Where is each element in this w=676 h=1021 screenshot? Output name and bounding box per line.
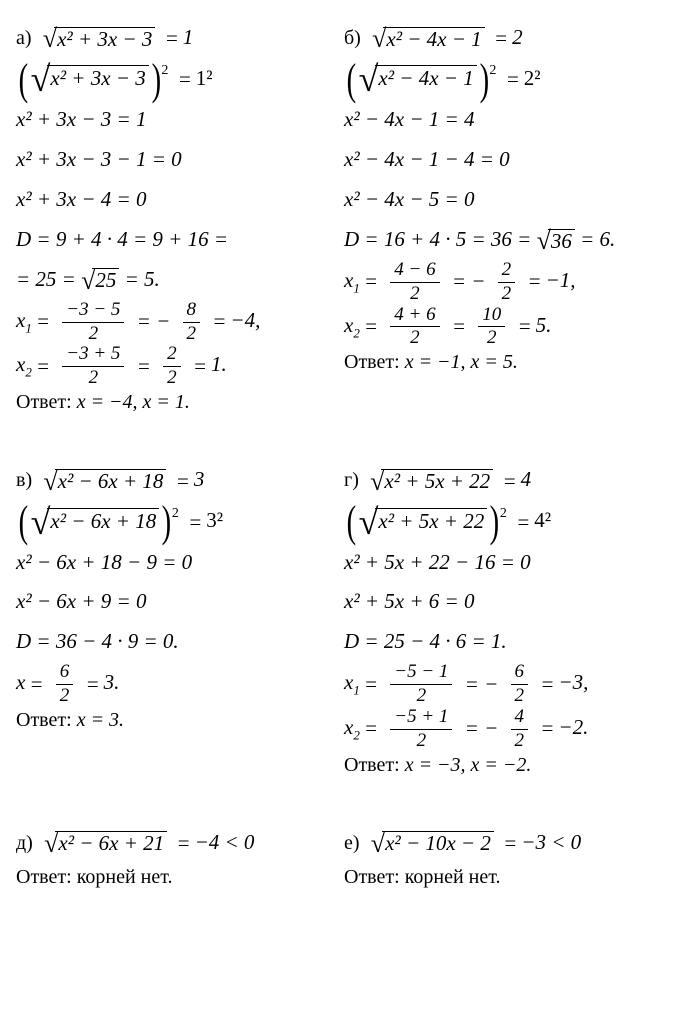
a-line4: x² + 3x − 3 − 1 = 0 [16, 140, 332, 180]
g-line4: x² + 5x + 6 = 0 [344, 582, 660, 622]
v-answer: Ответ: x = 3. [16, 709, 332, 732]
sqrt-icon: √x² − 6x + 18 [43, 469, 166, 494]
a-x1: x1= −3 − 52 = − 82 =−4, [16, 300, 332, 345]
e-line1: е) √x² − 10x − 2 =−3 < 0 [344, 823, 660, 864]
g-answer: Ответ: x = −3, x = −2. [344, 754, 660, 777]
row-v-g: в) √x² − 6x + 18 =3 ( √x² − 6x + 18 ) 2 … [16, 460, 660, 776]
block-g: г) √x² + 5x + 22 =4 ( √x² + 5x + 22 ) 2 … [344, 460, 660, 776]
big-paren: ( √x² + 3x − 3 ) 2 [16, 60, 168, 100]
v-line3: x² − 6x + 18 − 9 = 0 [16, 543, 332, 583]
big-paren: ( √x² + 5x + 22 ) 2 [344, 503, 507, 543]
b-x1: x1= 4 − 62 = − 22 =−1, [344, 260, 660, 305]
a-D2: = 25 = √25 = 5. [16, 260, 332, 300]
sqrt-icon: √36 [537, 229, 575, 254]
b-line5: x² − 4x − 5 = 0 [344, 180, 660, 220]
g-line1: г) √x² + 5x + 22 =4 [344, 460, 660, 501]
label-b: б) [344, 27, 361, 49]
big-paren: ( √x² − 6x + 18 ) 2 [16, 503, 179, 543]
b-line3: x² − 4x − 1 = 4 [344, 100, 660, 140]
b-D: D = 16 + 4 · 5 = 36 = √36 = 6. [344, 220, 660, 260]
sqrt-icon: √x² + 5x + 22 [370, 469, 493, 494]
label-g: г) [344, 469, 359, 491]
v-line4: x² − 6x + 9 = 0 [16, 582, 332, 622]
g-D: D = 25 − 4 · 6 = 1. [344, 622, 660, 662]
row-d-e: д) √x² − 6x + 21 =−4 < 0 Ответ: корней н… [16, 823, 660, 889]
v-x: x= 62 =3. [16, 662, 332, 707]
v-D: D = 36 − 4 · 9 = 0. [16, 622, 332, 662]
label-d: д) [16, 832, 33, 854]
b-line4: x² − 4x − 1 − 4 = 0 [344, 140, 660, 180]
v-line2: ( √x² − 6x + 18 ) 2 =3² [16, 501, 332, 542]
v-line1: в) √x² − 6x + 18 =3 [16, 460, 332, 501]
e-answer: Ответ: корней нет. [344, 866, 660, 889]
a-answer: Ответ: x = −4, x = 1. [16, 391, 332, 414]
g-line3: x² + 5x + 22 − 16 = 0 [344, 543, 660, 583]
row-a-b: а) √x² + 3x − 3 =1 ( √x² + 3x − 3 ) 2 =1… [16, 18, 660, 414]
block-d: д) √x² − 6x + 21 =−4 < 0 Ответ: корней н… [16, 823, 332, 889]
b-line1: б) √x² − 4x − 1 =2 [344, 18, 660, 59]
b-line2: ( √x² − 4x − 1 ) 2 =2² [344, 59, 660, 100]
b-answer: Ответ: x = −1, x = 5. [344, 351, 660, 374]
a-line5: x² + 3x − 4 = 0 [16, 180, 332, 220]
sqrt-icon: √25 [81, 268, 119, 293]
a-x2: x2= −3 + 52 = 22 =1. [16, 344, 332, 389]
g-x1: x1= −5 − 12 = − 62 =−3, [344, 662, 660, 707]
label-a: а) [16, 27, 32, 49]
sqrt-icon: √x² − 10x − 2 [371, 831, 494, 856]
g-line2: ( √x² + 5x + 22 ) 2 =4² [344, 501, 660, 542]
a-line3: x² + 3x − 3 = 1 [16, 100, 332, 140]
label-v: в) [16, 469, 32, 491]
a-line2: ( √x² + 3x − 3 ) 2 =1² [16, 59, 332, 100]
sqrt-icon: √x² + 3x − 3 [43, 27, 156, 52]
sqrt-icon: √x² − 6x + 21 [44, 831, 167, 856]
a-line1: а) √x² + 3x − 3 =1 [16, 18, 332, 59]
block-e: е) √x² − 10x − 2 =−3 < 0 Ответ: корней н… [344, 823, 660, 889]
d-line1: д) √x² − 6x + 21 =−4 < 0 [16, 823, 332, 864]
sqrt-icon: √x² − 4x − 1 [372, 27, 485, 52]
big-paren: ( √x² − 4x − 1 ) 2 [344, 60, 496, 100]
a-D1: D = 9 + 4 · 4 = 9 + 16 = [16, 220, 332, 260]
block-b: б) √x² − 4x − 1 =2 ( √x² − 4x − 1 ) 2 =2… [344, 18, 660, 414]
label-e: е) [344, 832, 360, 854]
g-x2: x2= −5 + 12 = − 42 =−2. [344, 707, 660, 752]
block-a: а) √x² + 3x − 3 =1 ( √x² + 3x − 3 ) 2 =1… [16, 18, 332, 414]
b-x2: x2= 4 + 62 = 102 =5. [344, 305, 660, 350]
block-v: в) √x² − 6x + 18 =3 ( √x² − 6x + 18 ) 2 … [16, 460, 332, 776]
d-answer: Ответ: корней нет. [16, 866, 332, 889]
